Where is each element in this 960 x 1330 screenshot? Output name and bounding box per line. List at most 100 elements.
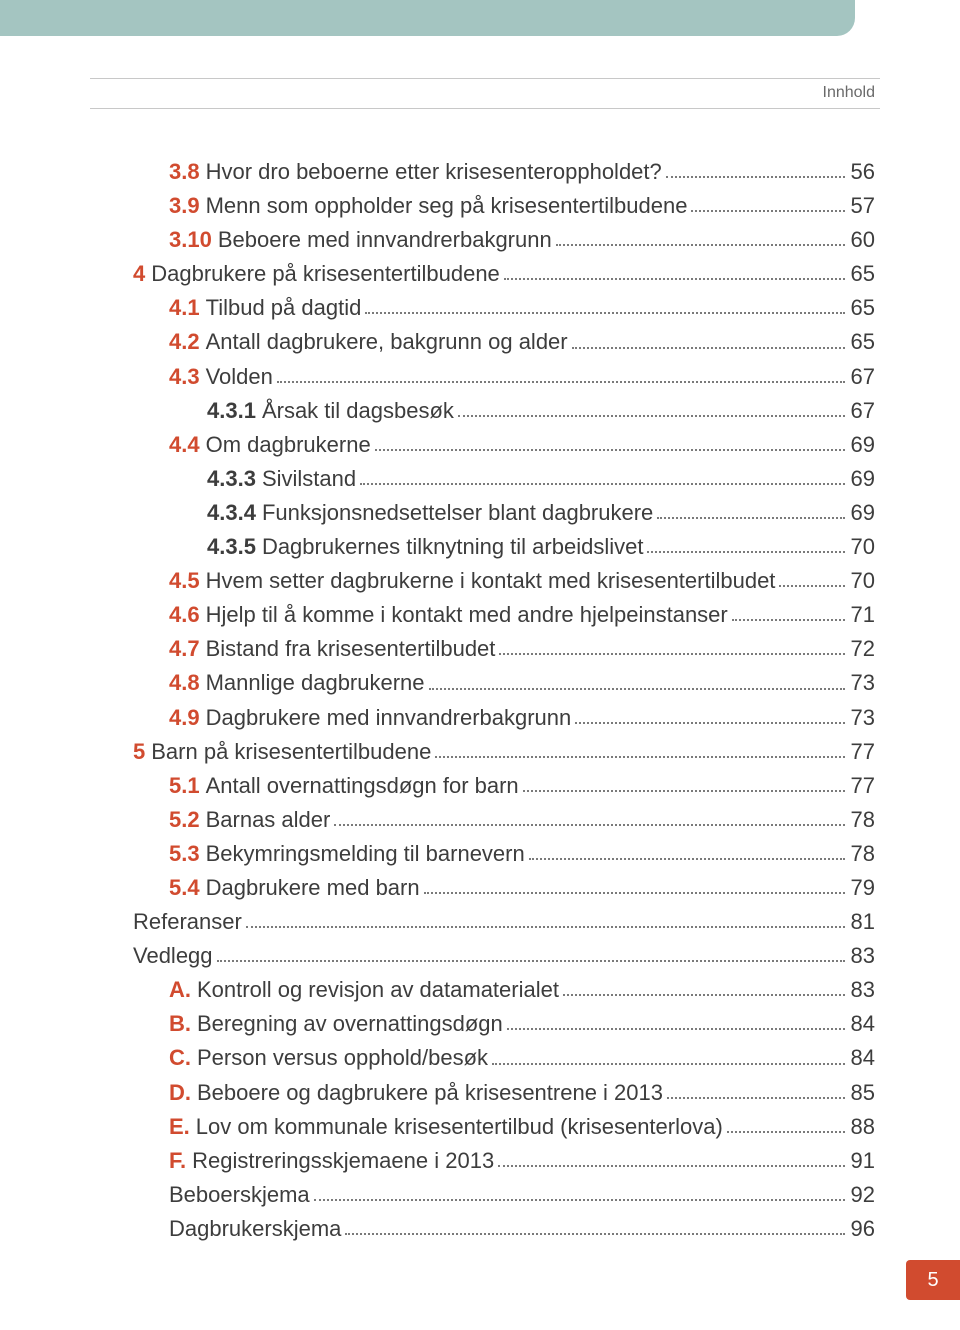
toc-entry-page: 69 [851, 462, 875, 496]
toc-entry-title: Vedlegg [133, 939, 213, 973]
toc-entry-title: Mannlige dagbrukerne [206, 666, 425, 700]
toc-entry-title: Person versus opphold/besøk [197, 1041, 488, 1075]
toc-entry-number: 5.3 [169, 837, 200, 871]
toc-entry-number: 5.2 [169, 803, 200, 837]
toc-leader-dots [277, 381, 845, 383]
toc-entry-title: Kontroll og revisjon av datamaterialet [197, 973, 559, 1007]
toc-entry-page: 85 [851, 1076, 875, 1110]
toc-row: 4.4Om dagbrukerne69 [95, 428, 875, 462]
toc-entry-page: 67 [851, 394, 875, 428]
toc-leader-dots [667, 1097, 845, 1099]
toc-leader-dots [424, 892, 845, 894]
toc-row: Referanser81 [95, 905, 875, 939]
toc-entry-number: 4.3.3 [207, 462, 256, 496]
toc-entry-page: 96 [851, 1212, 875, 1246]
toc-row: 4.7Bistand fra krisesentertilbudet72 [95, 632, 875, 666]
toc-leader-dots [507, 1028, 845, 1030]
toc-entry-page: 78 [851, 837, 875, 871]
toc-entry-number: 5 [133, 735, 145, 769]
toc-entry-number: 4.1 [169, 291, 200, 325]
toc-entry-number: 3.9 [169, 189, 200, 223]
toc-row: 4.3.4Funksjonsnedsettelser blant dagbruk… [95, 496, 875, 530]
page-number: 5 [927, 1269, 938, 1292]
toc-entry-page: 65 [851, 257, 875, 291]
toc-leader-dots [360, 483, 844, 485]
toc-row: 4.6Hjelp til å komme i kontakt med andre… [95, 598, 875, 632]
toc-row: 3.8Hvor dro beboerne etter krisesenterop… [95, 155, 875, 189]
toc-entry-number: 5.1 [169, 769, 200, 803]
toc-entry-page: 84 [851, 1007, 875, 1041]
toc-entry-title: Dagbrukere med barn [206, 871, 420, 905]
toc-leader-dots [492, 1063, 844, 1065]
toc-row: 4Dagbrukere på krisesentertilbudene 65 [95, 257, 875, 291]
toc-leader-dots [429, 688, 845, 690]
toc-row: 3.10Beboere med innvandrerbakgrunn60 [95, 223, 875, 257]
toc-entry-page: 73 [851, 701, 875, 735]
toc-entry-title: Beboerskjema [169, 1178, 310, 1212]
toc-entry-number: 5.4 [169, 871, 200, 905]
toc-entry-page: 70 [851, 564, 875, 598]
toc-leader-dots [657, 517, 844, 519]
toc-leader-dots [498, 1165, 844, 1167]
toc-row: Beboerskjema92 [95, 1178, 875, 1212]
toc-row: F.Registreringsskjemaene i 2013 91 [95, 1144, 875, 1178]
toc-entry-page: 71 [851, 598, 875, 632]
toc-leader-dots [334, 824, 844, 826]
toc-entry-page: 91 [851, 1144, 875, 1178]
toc-leader-dots [727, 1131, 845, 1133]
toc-entry-title: Funksjonsnedsettelser blant dagbrukere [262, 496, 653, 530]
toc-leader-dots [779, 585, 844, 587]
toc-entry-page: 77 [851, 735, 875, 769]
toc-row: 4.2Antall dagbrukere, bakgrunn og alder6… [95, 325, 875, 359]
toc-leader-dots [365, 312, 844, 314]
toc-row: 4.8Mannlige dagbrukerne73 [95, 666, 875, 700]
toc-leader-dots [563, 994, 845, 996]
toc-entry-page: 57 [851, 189, 875, 223]
toc-entry-title: Dagbrukernes tilknytning til arbeidslive… [262, 530, 644, 564]
toc-entry-number: D. [169, 1076, 191, 1110]
toc-leader-dots [246, 926, 845, 928]
toc-row: 4.5Hvem setter dagbrukerne i kontakt med… [95, 564, 875, 598]
toc-entry-number: F. [169, 1144, 186, 1178]
running-header: Innhold [823, 84, 876, 102]
toc-entry-title: Hvem setter dagbrukerne i kontakt med kr… [206, 564, 776, 598]
toc-entry-title: Om dagbrukerne [206, 428, 371, 462]
toc-row: 4.9Dagbrukere med innvandrerbakgrunn73 [95, 701, 875, 735]
toc-entry-page: 67 [851, 360, 875, 394]
toc-row: 3.9Menn som oppholder seg på krisesenter… [95, 189, 875, 223]
toc-row: 4.3.3Sivilstand69 [95, 462, 875, 496]
toc-entry-page: 60 [851, 223, 875, 257]
toc-entry-title: Beregning av overnattingsdøgn [197, 1007, 503, 1041]
toc-entry-page: 84 [851, 1041, 875, 1075]
toc-row: 4.3.5Dagbrukernes tilknytning til arbeid… [95, 530, 875, 564]
toc-entry-number: 4.3.5 [207, 530, 256, 564]
toc-row: 4.3.1Årsak til dagsbesøk67 [95, 394, 875, 428]
toc-entry-title: Registreringsskjemaene i 2013 [192, 1144, 494, 1178]
toc-row: A.Kontroll og revisjon av datamaterialet… [95, 973, 875, 1007]
toc-entry-title: Barnas alder [206, 803, 331, 837]
toc-entry-page: 65 [851, 325, 875, 359]
toc-row: 4.3Volden67 [95, 360, 875, 394]
toc-entry-number: B. [169, 1007, 191, 1041]
toc-leader-dots [499, 653, 844, 655]
toc-entry-number: 4.6 [169, 598, 200, 632]
toc-leader-dots [314, 1199, 845, 1201]
page-number-tab: 5 [906, 1260, 960, 1300]
toc-entry-page: 72 [851, 632, 875, 666]
toc-leader-dots [572, 347, 845, 349]
toc-row: Dagbrukerskjema96 [95, 1212, 875, 1246]
toc-row: C.Person versus opphold/besøk84 [95, 1041, 875, 1075]
toc-entry-number: 4.4 [169, 428, 200, 462]
toc-leader-dots [647, 551, 844, 553]
toc-row: 5.2Barnas alder78 [95, 803, 875, 837]
toc-entry-number: 4 [133, 257, 145, 291]
toc-leader-dots [435, 756, 844, 758]
toc-row: 5.1Antall overnattingsdøgn for barn77 [95, 769, 875, 803]
toc-leader-dots [556, 244, 845, 246]
toc-entry-title: Dagbrukere på krisesentertilbudene [151, 257, 500, 291]
toc-row: 4.1Tilbud på dagtid65 [95, 291, 875, 325]
toc-entry-page: 77 [851, 769, 875, 803]
toc-leader-dots [529, 858, 845, 860]
toc-entry-title: Antall dagbrukere, bakgrunn og alder [206, 325, 568, 359]
toc-row: D.Beboere og dagbrukere på krisesentrene… [95, 1076, 875, 1110]
